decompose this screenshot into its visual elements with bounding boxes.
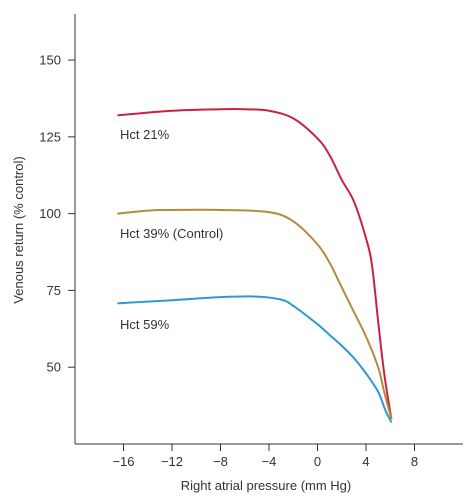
y-tick-label: 150 bbox=[39, 53, 61, 68]
series-line-1 bbox=[117, 208, 393, 420]
x-tick-label: −4 bbox=[262, 454, 277, 469]
series-line-2 bbox=[117, 295, 393, 423]
x-tick-label: 4 bbox=[362, 454, 369, 469]
y-tick-label: 75 bbox=[47, 283, 61, 298]
x-tick-label: 8 bbox=[411, 454, 418, 469]
x-tick-label: −16 bbox=[112, 454, 134, 469]
series-group bbox=[117, 108, 393, 423]
x-tick-label: 0 bbox=[314, 454, 321, 469]
series-label-hct-21: Hct 21% bbox=[120, 127, 170, 142]
x-tick-label: −12 bbox=[161, 454, 183, 469]
y-axis-title: Venous return (% control) bbox=[11, 156, 26, 303]
y-tick-label: 100 bbox=[39, 206, 61, 221]
x-axis-title: Right atrial pressure (mm Hg) bbox=[181, 478, 352, 493]
x-tick-label: −8 bbox=[213, 454, 228, 469]
series-label-hct-39: Hct 39% (Control) bbox=[120, 226, 223, 241]
series-line-0 bbox=[117, 108, 393, 420]
y-tick-label: 50 bbox=[47, 360, 61, 375]
x-axis: −16 −12 −8 −4 0 4 8 bbox=[75, 443, 463, 469]
y-axis: 50 75 100 125 150 bbox=[39, 14, 76, 444]
y-tick-label: 125 bbox=[39, 129, 61, 144]
series-label-hct-59: Hct 59% bbox=[120, 317, 170, 332]
